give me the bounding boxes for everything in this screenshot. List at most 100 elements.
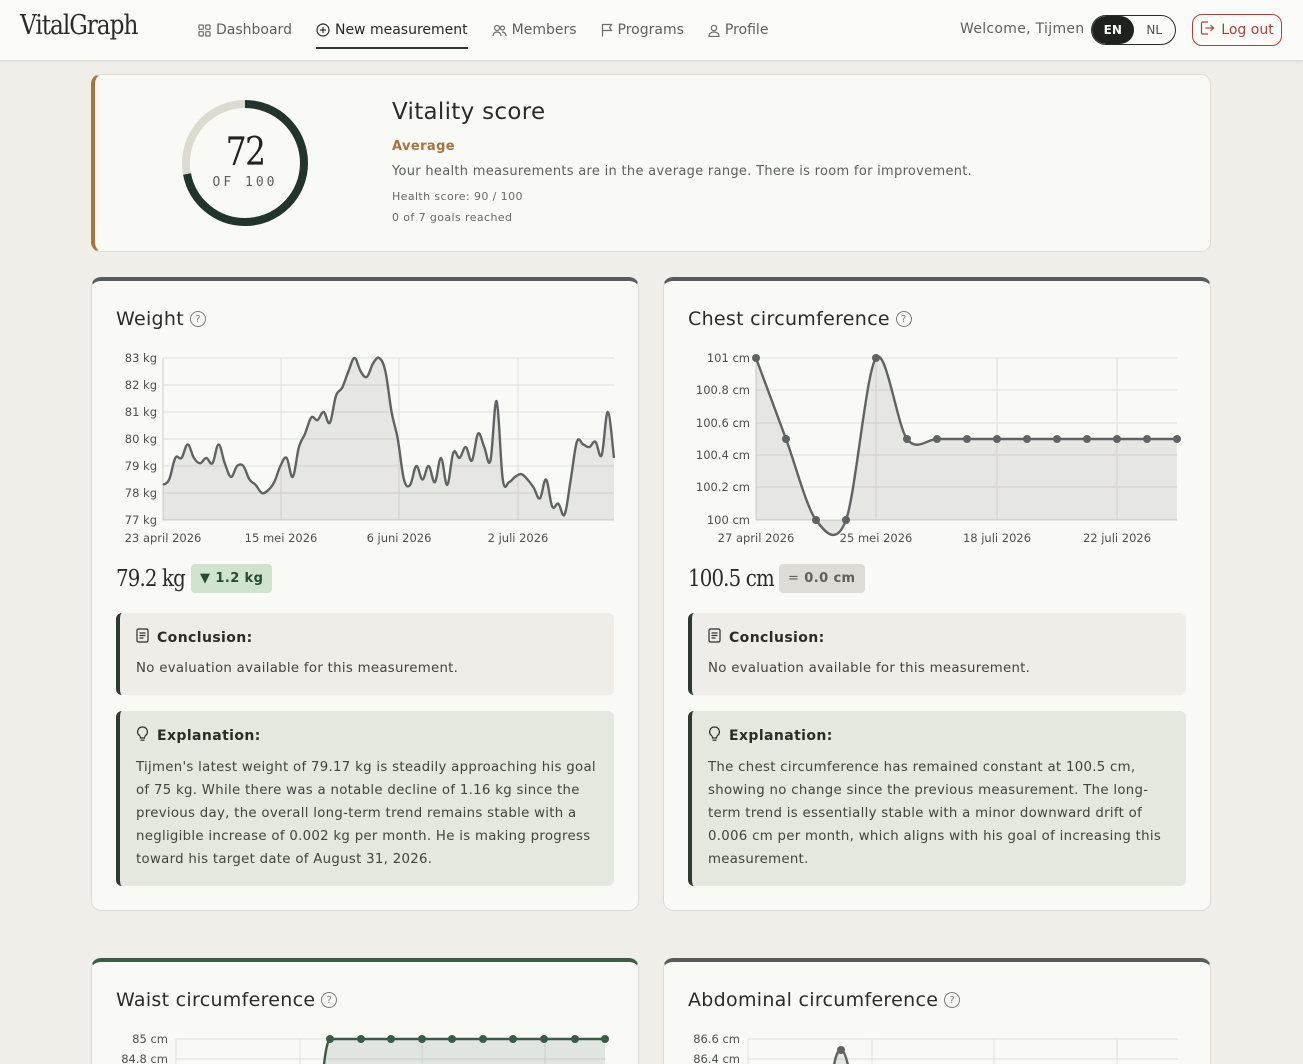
data-point[interactable] [601, 1035, 609, 1043]
y-tick-label: 101 cm [707, 351, 750, 365]
data-point[interactable] [357, 1035, 365, 1043]
x-tick-label: 18 juli 2026 [963, 531, 1031, 545]
data-point[interactable] [326, 1035, 334, 1043]
data-point[interactable] [782, 435, 790, 443]
document-icon [136, 628, 149, 647]
weight-conclusion-text: No evaluation available for this measure… [136, 661, 459, 676]
equals-icon: = [788, 571, 800, 586]
chest-delta-badge: = 0.0 cm [779, 564, 865, 593]
language-switch: EN NL [1091, 15, 1176, 45]
weight-explanation-title: Explanation: [157, 728, 261, 744]
plus-circle-icon [316, 23, 330, 37]
weight-delta-badge: ▼ 1.2 kg [191, 564, 273, 593]
data-point[interactable] [571, 1035, 579, 1043]
data-point[interactable] [1083, 435, 1091, 443]
weight-conclusion-title: Conclusion: [157, 629, 253, 646]
user-icon [708, 24, 720, 37]
data-point[interactable] [1053, 435, 1061, 443]
data-point[interactable] [993, 435, 1001, 443]
waist-chart[interactable]: 85 cm 84.8 cm [92, 1022, 639, 1064]
main-nav: Dashboard New measurement Members Progra… [198, 0, 768, 60]
chest-conclusion-text: No evaluation available for this measure… [708, 661, 1031, 676]
y-tick-label: 86.6 cm [693, 1032, 740, 1046]
lang-en-button[interactable]: EN [1092, 16, 1134, 44]
help-icon[interactable]: ? [321, 992, 338, 1008]
data-point[interactable] [872, 354, 880, 362]
health-score-text: Health score: 90 / 100 [392, 190, 523, 203]
document-icon [708, 628, 721, 647]
vitality-score-value: 72 [225, 130, 266, 175]
data-point[interactable] [1173, 435, 1181, 443]
y-tick-label: 100.2 cm [696, 480, 750, 494]
x-tick-label: 2 juli 2026 [488, 531, 549, 545]
logout-icon [1200, 21, 1215, 39]
lang-nl-button[interactable]: NL [1146, 23, 1163, 37]
x-tick-label: 27 april 2026 [718, 531, 795, 545]
chest-explanation-title: Explanation: [729, 728, 833, 744]
triangle-down-icon: ▼ [200, 571, 211, 586]
data-point[interactable] [837, 1046, 845, 1054]
y-tick-label: 85 cm [132, 1032, 168, 1046]
help-icon[interactable]: ? [190, 311, 206, 327]
weight-explanation-box: Explanation: Tijmen's latest weight of 7… [116, 711, 614, 886]
nav-profile-label: Profile [724, 22, 769, 38]
y-tick-label: 100.4 cm [696, 448, 750, 462]
weight-explanation-text: Tijmen's latest weight of 79.17 kg is st… [136, 760, 596, 867]
logout-button[interactable]: Log out [1192, 14, 1282, 46]
data-point[interactable] [448, 1035, 456, 1043]
weight-chart[interactable]: 83 kg 82 kg 81 kg 80 kg 79 kg 78 kg 77 kg 23 ap… [92, 341, 639, 551]
chest-latest-value: 100.5 cm [688, 566, 775, 592]
chest-delta-value: 0.0 cm [804, 571, 856, 586]
series-line [162, 356, 616, 517]
users-icon [492, 24, 507, 37]
nav-programs[interactable]: Programs [601, 13, 684, 47]
top-bar: VitalGraph Dashboard New measurement Mem… [0, 0, 1303, 61]
y-tick-label: 83 kg [125, 351, 157, 365]
chest-card: Chest circumference ? 101 cm 100.8 cm 100.… [663, 277, 1211, 911]
data-point[interactable] [933, 435, 941, 443]
welcome-text: Welcome, Tijmen [960, 21, 1085, 37]
data-point[interactable] [842, 516, 850, 524]
y-tick-label: 100.6 cm [696, 416, 750, 430]
data-point[interactable] [1023, 435, 1031, 443]
nav-profile[interactable]: Profile [708, 13, 769, 47]
data-point[interactable] [479, 1035, 487, 1043]
weight-title-text: Weight [116, 308, 184, 330]
series-area [324, 1039, 605, 1064]
data-point[interactable] [387, 1035, 395, 1043]
nav-members[interactable]: Members [492, 13, 577, 47]
abdominal-chart[interactable]: 86.6 cm 86.4 cm [664, 1022, 1211, 1064]
data-point[interactable] [812, 516, 820, 524]
data-point[interactable] [1113, 435, 1121, 443]
vitality-score-ring [182, 100, 308, 226]
x-tick-label: 15 mei 2026 [245, 531, 318, 545]
data-point[interactable] [903, 435, 911, 443]
chest-chart[interactable]: 101 cm 100.8 cm 100.6 cm 100.4 cm 100.2 cm 10… [664, 341, 1211, 551]
abdominal-card-title: Abdominal circumference ? [688, 989, 961, 1011]
weight-card: Weight ? 83 kg 82 kg 81 kg 80 kg 79 kg 78 kg 7… [91, 277, 639, 911]
nav-new-measurement[interactable]: New measurement [315, 13, 468, 49]
y-tick-label: 86.4 cm [693, 1052, 740, 1064]
data-point[interactable] [963, 435, 971, 443]
brand-logo[interactable]: VitalGraph [20, 10, 138, 41]
data-point[interactable] [540, 1035, 548, 1043]
goals-reached-text: 0 of 7 goals reached [392, 211, 513, 224]
x-tick-label: 23 april 2026 [125, 531, 202, 545]
data-point[interactable] [1143, 435, 1151, 443]
abdominal-title-text: Abdominal circumference [688, 989, 939, 1011]
weight-latest-value: 79.2 kg [116, 566, 186, 592]
data-point[interactable] [418, 1035, 426, 1043]
data-point[interactable] [509, 1035, 517, 1043]
waist-title-text: Waist circumference [116, 989, 316, 1011]
y-tick-label: 100.8 cm [696, 383, 750, 397]
lightbulb-icon [136, 726, 149, 746]
help-icon[interactable]: ? [944, 992, 961, 1008]
nav-programs-label: Programs [617, 22, 684, 38]
weight-conclusion-box: Conclusion: No evaluation available for … [116, 613, 614, 695]
nav-dashboard[interactable]: Dashboard [198, 13, 292, 47]
weight-card-title: Weight ? [116, 308, 206, 330]
vitality-card: 72 OF 100 Vitality score Average Your he… [91, 74, 1211, 252]
help-icon[interactable]: ? [895, 311, 912, 327]
data-point[interactable] [752, 354, 760, 362]
nav-members-label: Members [511, 22, 577, 38]
